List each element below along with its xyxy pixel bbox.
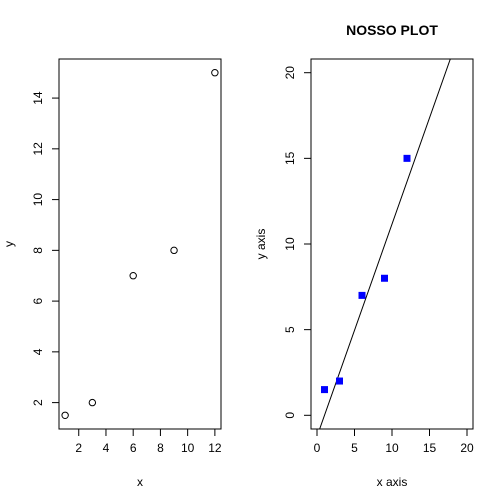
left-x-tick-label: 2 — [75, 441, 82, 455]
left-plot-region — [61, 69, 219, 419]
right-series-points — [321, 154, 411, 394]
left-y-tick-label: 10 — [31, 193, 45, 207]
right-y-axis-label: y axis — [254, 229, 268, 260]
right-y-tick-label: 0 — [283, 412, 297, 419]
right-y-tick-label: 5 — [283, 326, 297, 333]
right-x-tick-label: 10 — [385, 441, 399, 455]
right-y-axis: 0 5 10 15 20 — [283, 66, 312, 419]
left-data-point — [88, 398, 97, 407]
right-x-tick-label: 15 — [423, 441, 437, 455]
left-x-tick-label: 8 — [157, 441, 164, 455]
right-data-point — [358, 291, 366, 299]
left-data-point — [61, 411, 69, 419]
left-x-axis-label: x — [137, 475, 143, 489]
right-data-point — [336, 377, 343, 385]
left-x-axis: 2 4 6 8 10 12 — [75, 428, 222, 455]
left-plot-frame — [58, 58, 222, 430]
right-data-point — [321, 386, 328, 394]
left-y-tick-label: 14 — [31, 91, 45, 105]
left-x-tick-label: 12 — [208, 441, 222, 455]
left-y-tick-label: 8 — [31, 247, 45, 254]
right-x-tick-label: 20 — [460, 441, 474, 455]
left-x-tick-label: 4 — [103, 441, 110, 455]
left-y-tick-label: 12 — [31, 142, 45, 156]
right-panel: NOSSO PLOT 0 5 10 15 20 0 5 10 15 20 x axis y ax… — [254, 22, 474, 489]
right-x-tick-label: 0 — [314, 441, 321, 455]
right-y-tick-label: 10 — [283, 237, 297, 251]
left-y-tick-label: 6 — [31, 297, 45, 304]
right-plot-region — [319, 59, 451, 429]
left-y-tick-label: 2 — [31, 399, 45, 406]
left-panel: 2 4 6 8 10 12 2 4 6 8 10 12 14 x y — [2, 58, 222, 489]
left-y-axis-label: y — [2, 241, 16, 247]
right-data-point — [381, 274, 388, 282]
right-data-point — [403, 154, 411, 162]
left-y-tick-label: 4 — [31, 348, 45, 355]
left-data-point — [129, 272, 137, 280]
right-plot-frame — [310, 58, 474, 430]
left-data-point — [170, 246, 178, 255]
right-x-axis: 0 5 10 15 20 — [314, 428, 474, 455]
right-y-tick-label: 20 — [283, 66, 297, 80]
left-series-points — [61, 69, 219, 419]
left-y-axis: 2 4 6 8 10 12 14 — [31, 91, 60, 406]
left-x-tick-label: 10 — [181, 441, 195, 455]
right-chart-title: NOSSO PLOT — [346, 22, 438, 38]
left-data-point — [211, 69, 219, 77]
right-y-tick-label: 15 — [283, 151, 297, 165]
left-x-tick-label: 6 — [130, 441, 137, 455]
right-regression-line — [319, 59, 451, 429]
right-x-axis-label: x axis — [377, 475, 408, 489]
right-x-tick-label: 5 — [351, 441, 358, 455]
